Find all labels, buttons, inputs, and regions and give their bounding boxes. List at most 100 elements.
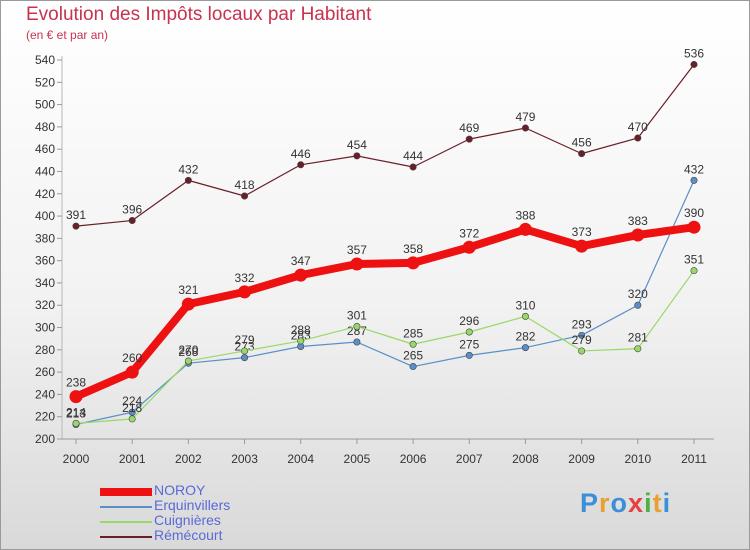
- data-point-noroy: [631, 228, 645, 242]
- y-tick-label: 480: [35, 120, 55, 134]
- data-label-remecourt: 396: [122, 203, 142, 217]
- data-point-remecourt: [690, 60, 698, 68]
- data-label-noroy: 373: [572, 225, 592, 239]
- data-point-remecourt: [634, 134, 642, 142]
- series-line-remecourt: [75, 63, 695, 227]
- data-point-erquinvillers: [634, 301, 642, 309]
- y-tick-label: 280: [35, 343, 55, 357]
- data-label-remecourt: 536: [684, 46, 704, 60]
- y-tick-label: 220: [35, 410, 55, 424]
- data-label-noroy: 358: [403, 242, 423, 256]
- data-label-erquinvillers: 293: [572, 317, 592, 331]
- data-point-erquinvillers: [578, 331, 586, 339]
- y-tick-label: 520: [35, 75, 55, 89]
- legend-label-noroy: NOROY: [154, 482, 206, 498]
- data-label-remecourt: 469: [459, 121, 479, 135]
- x-tick-label: 2003: [231, 452, 258, 466]
- data-point-noroy: [575, 239, 589, 253]
- data-point-remecourt: [184, 176, 192, 184]
- y-tick-label: 380: [35, 231, 55, 245]
- data-point-cuignieres: [690, 267, 698, 275]
- data-label-erquinvillers: 224: [122, 394, 142, 408]
- data-label-cuignieres: 279: [235, 333, 255, 347]
- data-label-cuignieres: 214: [66, 405, 86, 419]
- data-label-erquinvillers: 432: [684, 162, 704, 176]
- x-tick-label: 2011: [681, 452, 707, 466]
- data-point-noroy: [181, 297, 195, 311]
- y-tick-label: 500: [35, 98, 55, 112]
- data-point-remecourt: [521, 124, 529, 132]
- data-label-noroy: 238: [66, 376, 86, 390]
- data-point-erquinvillers: [521, 344, 529, 352]
- data-label-remecourt: 446: [291, 147, 311, 161]
- data-point-cuignieres: [465, 328, 473, 336]
- data-label-remecourt: 432: [178, 162, 198, 176]
- data-label-noroy: 332: [235, 271, 255, 285]
- y-tick-label: 260: [35, 365, 55, 379]
- data-point-noroy: [406, 256, 420, 270]
- y-tick-label: 540: [35, 53, 55, 67]
- data-label-erquinvillers: 282: [515, 330, 535, 344]
- data-label-noroy: 347: [291, 254, 311, 268]
- data-point-erquinvillers: [353, 338, 361, 346]
- series-line-erquinvillers: [75, 179, 695, 426]
- data-point-noroy: [687, 220, 701, 234]
- data-label-remecourt: 444: [403, 149, 423, 163]
- data-label-remecourt: 418: [235, 178, 255, 192]
- data-label-cuignieres: 279: [572, 333, 592, 347]
- data-point-erquinvillers: [690, 176, 698, 184]
- data-point-noroy: [350, 257, 364, 271]
- x-tick-label: 2009: [568, 452, 595, 466]
- data-point-cuignieres: [578, 347, 586, 355]
- legend-swatch-remecourt: [100, 536, 152, 538]
- data-point-cuignieres: [241, 347, 249, 355]
- data-point-noroy: [294, 268, 308, 282]
- series-line-cuignieres: [75, 270, 695, 424]
- data-label-erquinvillers: 275: [459, 337, 479, 351]
- data-point-erquinvillers: [465, 351, 473, 359]
- data-label-noroy: 321: [178, 283, 198, 297]
- y-tick-label: 240: [35, 387, 55, 401]
- data-label-cuignieres: 296: [459, 314, 479, 328]
- y-tick-label: 460: [35, 142, 55, 156]
- data-point-cuignieres: [184, 357, 192, 365]
- data-point-remecourt: [297, 161, 305, 169]
- data-label-cuignieres: 301: [347, 308, 367, 322]
- data-label-cuignieres: 351: [684, 253, 704, 267]
- chart-title: Evolution des Impôts locaux par Habitant: [26, 4, 372, 25]
- y-tick-label: 320: [35, 298, 55, 312]
- y-tick-label: 420: [35, 187, 55, 201]
- data-label-cuignieres: 285: [403, 326, 423, 340]
- legend-label-remecourt: Rémécourt: [154, 527, 223, 543]
- data-label-cuignieres: 310: [515, 298, 535, 312]
- data-point-remecourt: [353, 152, 361, 160]
- y-tick-label: 440: [35, 164, 55, 178]
- data-point-erquinvillers: [409, 363, 417, 371]
- y-tick-label: 340: [35, 276, 55, 290]
- data-point-noroy: [462, 240, 476, 254]
- data-point-remecourt: [241, 192, 249, 200]
- y-tick-label: 400: [35, 209, 55, 223]
- data-label-noroy: 357: [347, 243, 367, 257]
- y-tick-label: 200: [35, 432, 55, 446]
- x-tick-label: 2007: [456, 452, 483, 466]
- data-label-cuignieres: 281: [628, 331, 648, 345]
- x-tick-label: 2002: [175, 452, 202, 466]
- data-label-erquinvillers: 268: [178, 345, 198, 359]
- data-label-remecourt: 391: [66, 208, 86, 222]
- data-point-cuignieres: [128, 415, 136, 423]
- x-tick-label: 2006: [400, 452, 427, 466]
- data-label-remecourt: 456: [572, 136, 592, 150]
- x-tick-label: 2000: [63, 452, 90, 466]
- data-label-noroy: 388: [515, 208, 535, 222]
- legend-label-cuignieres: Cuignières: [154, 512, 221, 528]
- data-label-remecourt: 470: [628, 120, 648, 134]
- proxiti-logo: Proxiti: [580, 488, 672, 518]
- data-label-remecourt: 479: [515, 110, 535, 124]
- data-point-noroy: [238, 285, 252, 299]
- y-tick-label: 360: [35, 254, 55, 268]
- data-point-cuignieres: [634, 345, 642, 353]
- data-point-noroy: [125, 365, 139, 379]
